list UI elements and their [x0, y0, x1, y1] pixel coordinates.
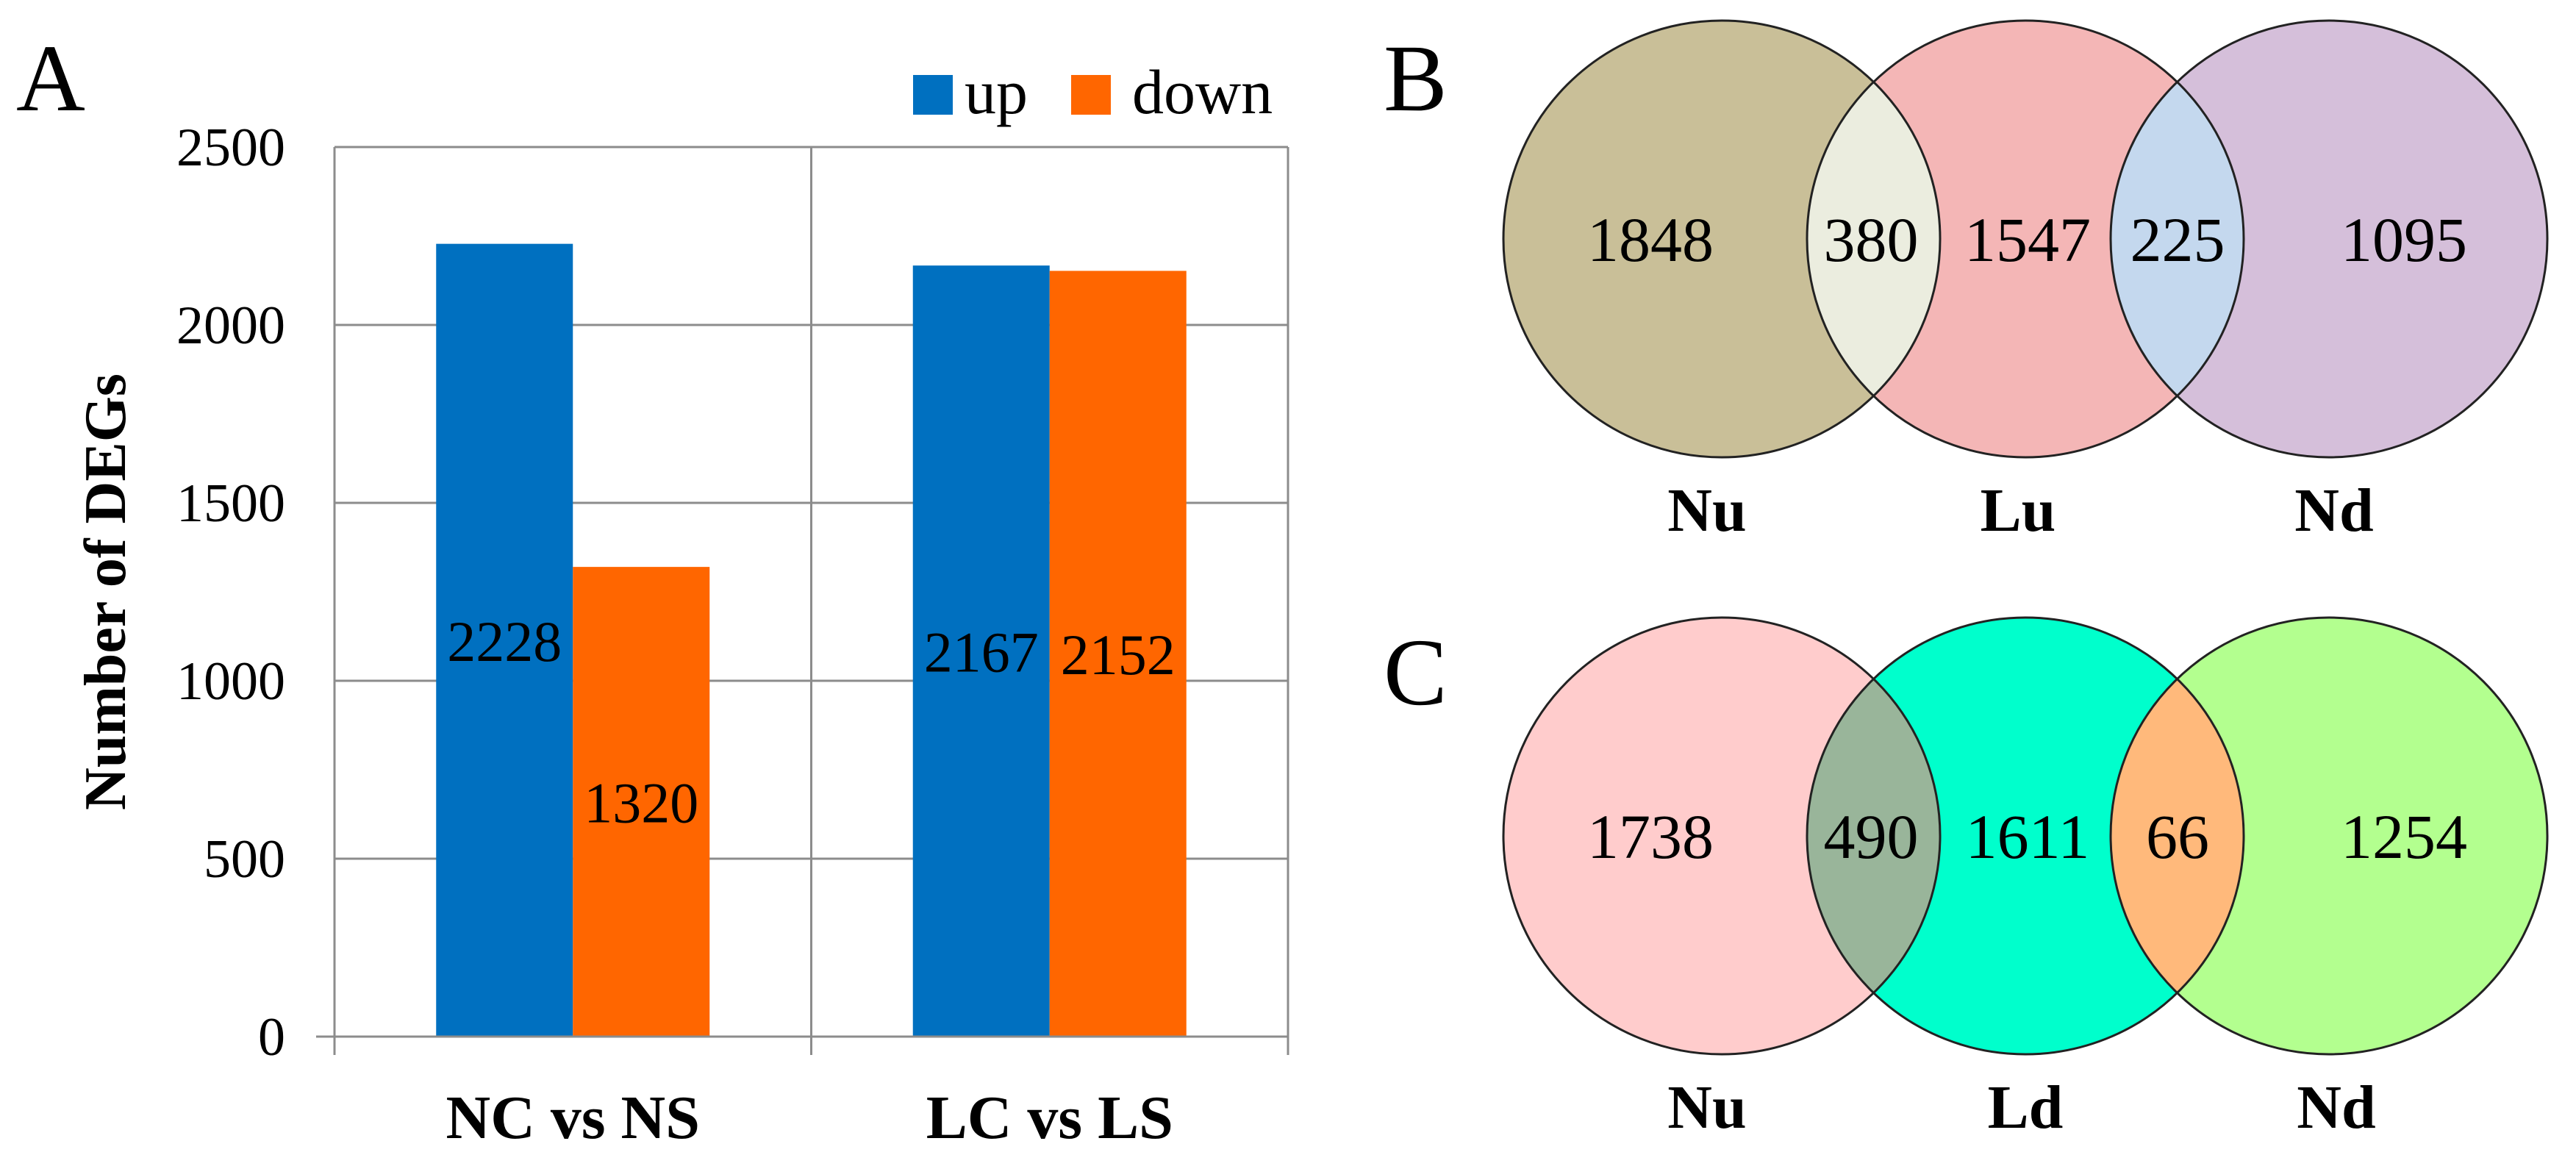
bar-value-label: 2228: [447, 609, 562, 673]
bar-down: [1049, 271, 1187, 1037]
venn-count-nd-only: 1095: [2341, 204, 2467, 275]
venn-outlines: [1502, 19, 2549, 459]
bar-down: [573, 567, 710, 1037]
legend-label-down: down: [1132, 57, 1273, 127]
y-tick-label: 1000: [176, 651, 285, 712]
venn-count-nu-ld: 490: [1824, 801, 1919, 872]
y-tick-label: 500: [204, 829, 285, 890]
axes: [316, 147, 1289, 1055]
venn-count-lu-nd: 225: [2130, 204, 2225, 275]
category-label: NC vs NS: [446, 1084, 700, 1152]
legend: up down: [913, 57, 1273, 127]
y-tick-label: 1500: [176, 473, 285, 534]
bar-up: [436, 243, 573, 1037]
venn-circle-nd: [2111, 618, 2547, 1054]
bar-up: [912, 265, 1050, 1037]
venn-set-label-nu: Nu: [1667, 1073, 1746, 1142]
y-tick-label: 0: [258, 1007, 285, 1067]
legend-swatch-up: [913, 75, 953, 115]
legend-label-up: up: [965, 57, 1028, 127]
bars: [436, 243, 1187, 1037]
venn-circle-nu: [1503, 618, 1940, 1054]
venn-count-nd-only: 1254: [2341, 801, 2467, 872]
venn-outlines: [1502, 616, 2549, 1056]
y-tick-label: 2500: [176, 118, 285, 178]
venn-count-nu-lu: 380: [1824, 204, 1919, 275]
venn-count-lu-only: 1547: [1964, 204, 2091, 275]
bar-value-label: 1320: [584, 771, 698, 835]
venn-count-nu-only: 1848: [1587, 204, 1714, 275]
venn-circle-nu: [1503, 21, 1940, 457]
y-tick-labels: 0 500 1000 1500 2000 2500: [176, 118, 285, 1067]
venn-set-label-nd: Nd: [2297, 1073, 2375, 1142]
category-label: LC vs LS: [926, 1084, 1173, 1152]
venn-count-nu-only: 1738: [1587, 801, 1714, 872]
category-labels: NC vs NS LC vs LS: [446, 1084, 1173, 1152]
venn-circle-lu: [1807, 21, 2244, 457]
venn-count-ld-nd: 66: [2146, 801, 2209, 872]
venn-set-label-ld: Ld: [1988, 1073, 2064, 1142]
y-tick-label: 2000: [176, 296, 285, 356]
panel-letter: A: [16, 26, 85, 132]
venn-set-label-lu: Lu: [1981, 476, 2056, 545]
venn-panel-c: C 1738 490 1611 66 1254 Nu Ld Nd: [1384, 616, 2549, 1142]
venn-set-label-nu: Nu: [1667, 476, 1746, 545]
panel-letter: C: [1384, 620, 1448, 726]
bar-value-label: 2167: [924, 620, 1039, 684]
venn-circle-nd: [2111, 21, 2547, 457]
venn-circle-ld: [1807, 618, 2244, 1054]
bar-value-label: 2152: [1061, 623, 1176, 687]
y-axis-label: Number of DEGs: [74, 373, 138, 810]
venn-count-ld-only: 1611: [1966, 801, 2090, 872]
bar-value-labels: 2228 1320 2167 2152: [447, 609, 1176, 835]
venn-panel-b: B 1848 380 1547 225 1095 Nu Lu Nd: [1384, 19, 2549, 545]
venn-set-label-nd: Nd: [2294, 476, 2373, 545]
legend-swatch-down: [1071, 75, 1111, 115]
panel-letter: B: [1384, 26, 1448, 132]
